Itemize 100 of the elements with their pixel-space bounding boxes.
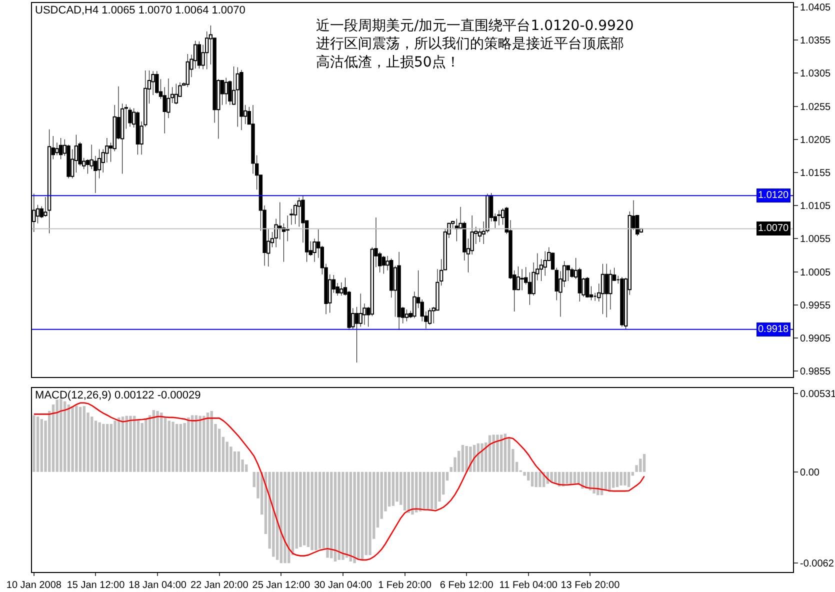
annotation: 近一段周期美元/加元一直围绕平台1.0120-0.9920进行区间震荡，所以我们的策略是接近平台顶底部高沽低渣，止损50点！ xyxy=(316,18,634,70)
x-tick-label: 6 Feb 12:00 xyxy=(440,580,494,591)
y-tick-label: -0.0062 xyxy=(800,558,834,570)
x-tick-label: 1 Feb 20:00 xyxy=(378,580,432,591)
bar xyxy=(210,410,213,472)
bar xyxy=(129,416,132,472)
bar xyxy=(627,472,630,488)
bar xyxy=(152,410,156,472)
bar xyxy=(345,472,348,558)
bar xyxy=(500,434,503,472)
y-tick-label: 1.0355 xyxy=(800,36,832,47)
bar xyxy=(422,472,426,510)
y-tick-label: 1.0255 xyxy=(800,102,832,113)
ref-line-label: 1.0070 xyxy=(758,223,790,234)
bar xyxy=(82,406,86,472)
bar xyxy=(550,472,553,482)
bar xyxy=(496,434,499,472)
bar xyxy=(121,416,124,472)
bar xyxy=(63,401,66,472)
bar xyxy=(310,472,314,550)
bar xyxy=(67,404,70,472)
ref-line-label: 0.9918 xyxy=(758,324,790,335)
bar xyxy=(620,472,622,486)
x-tick-label: 30 Jan 04:00 xyxy=(314,580,372,591)
bar xyxy=(36,416,40,472)
bar xyxy=(492,434,495,472)
chart-title: USDCAD,H4 1.0065 1.0070 1.0064 1.0070 xyxy=(35,4,246,17)
bar xyxy=(364,472,368,556)
bar xyxy=(411,472,414,515)
bar xyxy=(349,472,352,562)
bar xyxy=(71,406,74,472)
bar xyxy=(190,415,194,472)
bar xyxy=(110,424,113,472)
x-tick-label: 25 Jan 12:00 xyxy=(252,580,311,591)
y-tick-label: 0.00 xyxy=(800,467,820,478)
bar xyxy=(206,412,210,472)
bar xyxy=(434,472,438,510)
x-tick-label: 10 Jan 2008 xyxy=(6,580,62,591)
bar xyxy=(299,472,302,547)
bar xyxy=(60,399,62,472)
bar xyxy=(156,410,159,472)
x-tick-label: 18 Jan 04:00 xyxy=(128,580,187,591)
bar xyxy=(314,472,318,550)
bar xyxy=(330,472,333,558)
bar xyxy=(554,472,557,484)
bar xyxy=(326,472,329,558)
bar xyxy=(504,434,507,472)
bar xyxy=(133,416,136,472)
y-tick-label: 1.0005 xyxy=(800,267,832,278)
bar xyxy=(403,472,406,510)
bar xyxy=(360,472,364,560)
y-tick-label: 1.0305 xyxy=(800,68,832,80)
bar xyxy=(592,472,596,494)
bar xyxy=(430,472,434,510)
bar xyxy=(353,472,356,564)
bar xyxy=(176,424,178,472)
bar xyxy=(357,472,360,560)
bar xyxy=(106,424,109,472)
candlestick xyxy=(55,142,59,156)
y-tick-label: 1.0205 xyxy=(800,134,832,146)
ref-line-label: 1.0120 xyxy=(758,190,790,201)
y-tick-label: 1.0405 xyxy=(800,2,832,14)
bar xyxy=(102,424,105,472)
bar xyxy=(415,472,418,512)
bar xyxy=(566,472,568,484)
bar xyxy=(118,417,120,472)
bar xyxy=(538,472,542,488)
bar xyxy=(187,417,190,472)
bar xyxy=(608,472,611,492)
bar xyxy=(179,424,182,472)
bar xyxy=(465,446,468,472)
bar xyxy=(302,472,306,546)
bar xyxy=(612,472,615,488)
bar xyxy=(172,422,174,472)
bar xyxy=(461,444,464,472)
bar xyxy=(338,472,340,560)
y-tick-label: 1.0155 xyxy=(800,168,832,179)
y-tick-label: 0.9905 xyxy=(800,333,832,344)
x-tick-label: 15 Jan 12:00 xyxy=(66,580,126,591)
bar xyxy=(90,416,94,472)
bar xyxy=(56,400,58,472)
x-tick-label: 11 Feb 04:00 xyxy=(499,580,558,591)
bar xyxy=(581,472,584,489)
bar xyxy=(194,415,198,472)
bar xyxy=(530,472,534,486)
candlestick xyxy=(497,210,501,226)
bar xyxy=(202,416,206,472)
bar xyxy=(94,420,98,472)
x-tick-label: 13 Feb 20:00 xyxy=(560,580,620,591)
x-tick-label: 22 Jan 20:00 xyxy=(190,580,249,591)
bar xyxy=(469,446,472,472)
bar xyxy=(168,420,170,472)
bar xyxy=(534,472,538,488)
bar xyxy=(392,472,395,506)
bar xyxy=(284,472,286,564)
bar xyxy=(426,472,430,510)
line-series xyxy=(33,402,645,561)
bar xyxy=(642,454,646,472)
y-tick-label: 0.9955 xyxy=(800,300,832,312)
chart-title: MACD(12,26,9) 0.00122 -0.00029 xyxy=(35,390,201,402)
